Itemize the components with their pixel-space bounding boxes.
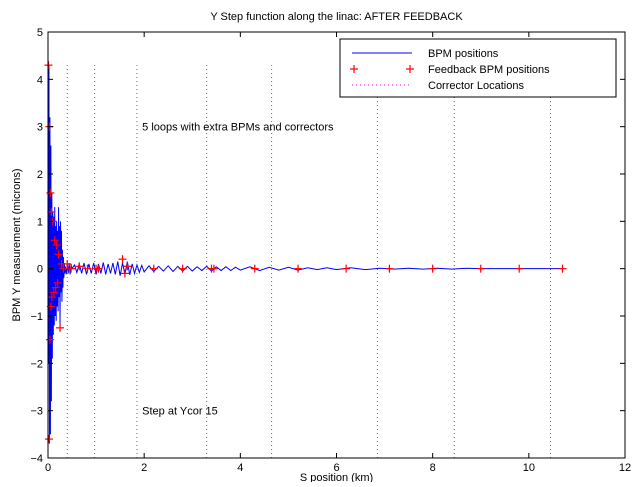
- legend-label-corrector: Corrector Locations: [428, 80, 524, 92]
- x-tick-label: 12: [619, 462, 631, 474]
- feedback-marker: [49, 288, 58, 297]
- y-tick-label: −4: [30, 453, 43, 465]
- feedback-marker: [250, 264, 259, 273]
- annotation-2: Step at Ycor 15: [142, 406, 218, 418]
- feedback-marker: [53, 278, 62, 287]
- legend: BPM positions Feedback BPM positions Cor…: [339, 38, 617, 98]
- feedback-marker: [44, 435, 53, 444]
- x-tick-label: 2: [141, 462, 147, 474]
- feedback-marker: [120, 269, 129, 278]
- annotations: 5 loops with extra BPMs and correctors St…: [142, 122, 334, 418]
- feedback-marker: [515, 264, 524, 273]
- feedback-marker: [67, 264, 76, 273]
- x-tick-label: 0: [45, 462, 51, 474]
- feedback-marker: [118, 255, 127, 264]
- feedback-marker: [50, 236, 59, 245]
- plot-area: 5 loops with extra BPMs and correctors St…: [30, 27, 631, 474]
- feedback-marker: [94, 264, 103, 273]
- feedback-marker: [209, 264, 218, 273]
- x-tick-label: 4: [237, 462, 243, 474]
- x-tick-label: 8: [430, 462, 436, 474]
- y-tick-label: 5: [37, 27, 43, 39]
- legend-plus-right: [406, 65, 414, 73]
- bpm-series: [47, 65, 563, 444]
- feedback-marker: [75, 262, 84, 271]
- feedback-marker: [56, 323, 65, 332]
- y-tick-label: 3: [37, 122, 43, 134]
- y-tick-label: −2: [30, 358, 43, 370]
- legend-box: [339, 38, 617, 98]
- feedback-marker: [558, 264, 567, 273]
- y-tick-label: 4: [37, 74, 43, 86]
- feedback-marker: [83, 264, 92, 273]
- feedback-marker: [385, 264, 394, 273]
- feedback-marker: [45, 335, 54, 344]
- feedback-marker: [476, 264, 485, 273]
- feedback-marker: [342, 264, 351, 273]
- feedback-marker: [59, 264, 68, 273]
- y-tick-label: −1: [30, 311, 43, 323]
- legend-label-bpm: BPM positions: [428, 48, 499, 60]
- feedback-marker: [52, 241, 61, 249]
- feedback-marker: [54, 250, 63, 259]
- feedback-marker: [123, 262, 132, 271]
- feedback-marker: [51, 283, 60, 292]
- feedback-marker: [63, 259, 72, 268]
- feedback-marker: [47, 207, 56, 216]
- feedback-marker: [47, 293, 56, 302]
- y-tick-label: 2: [37, 169, 43, 181]
- y-axis-label: BPM Y measurement (microns): [11, 168, 23, 321]
- chart-title: Y Step function along the linac: AFTER F…: [210, 11, 463, 23]
- annotation-1: 5 loops with extra BPMs and correctors: [142, 122, 334, 134]
- legend-swatch-feedback: [350, 65, 414, 73]
- plot-background: [48, 32, 625, 458]
- y-tick-label: 0: [37, 264, 43, 276]
- feedback-marker: [428, 264, 437, 273]
- x-axis-label: S position (km): [300, 472, 373, 482]
- legend-plus-left: [350, 65, 358, 73]
- x-tick-label: 6: [333, 462, 339, 474]
- feedback-marker: [294, 264, 303, 273]
- y-tick-label: 1: [37, 216, 43, 228]
- legend-label-feedback: Feedback BPM positions: [428, 64, 550, 76]
- feedback-marker: [178, 264, 187, 273]
- y-tick-label: −3: [30, 406, 43, 418]
- feedback-marker: [149, 264, 158, 273]
- x-tick-label: 10: [523, 462, 535, 474]
- bpm-line: [47, 65, 563, 444]
